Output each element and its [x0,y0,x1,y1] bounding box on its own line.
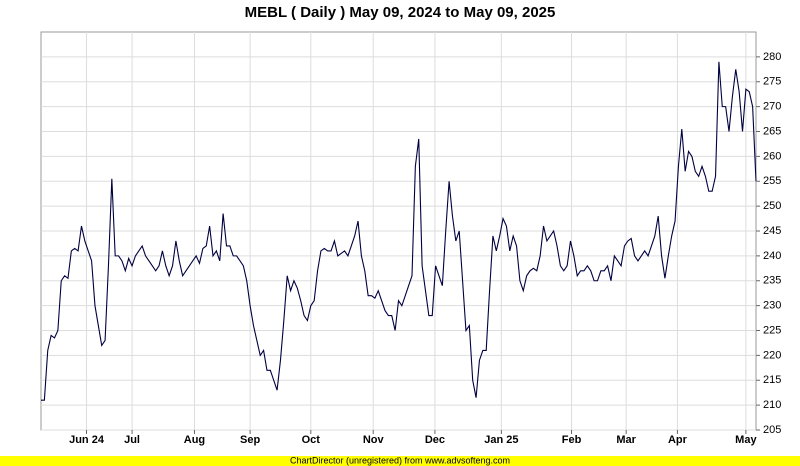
x-tick-label: Aug [184,434,205,446]
y-tick-label: 265 [763,125,781,137]
x-tick-label: Dec [425,434,445,446]
x-tick-label: Jun 24 [69,434,105,446]
y-tick-label: 230 [763,300,781,312]
x-tick-label: Mar [616,434,636,446]
y-tick-label: 275 [763,76,781,88]
x-tick-label: Oct [302,434,321,446]
y-tick-label: 240 [763,250,781,262]
x-tick-label: Nov [363,434,385,446]
y-tick-label: 255 [763,175,781,187]
y-tick-label: 205 [763,424,781,436]
x-tick-label: Jul [124,434,140,446]
y-tick-label: 220 [763,349,781,361]
y-tick-label: 270 [763,101,781,113]
x-tick-label: May [735,434,757,446]
y-tick-label: 215 [763,374,781,386]
y-tick-label: 225 [763,324,781,336]
y-tick-label: 250 [763,200,781,212]
chart-title: MEBL ( Daily ) May 09, 2024 to May 09, 2… [245,4,556,21]
y-tick-label: 260 [763,150,781,162]
y-tick-label: 210 [763,399,781,411]
footer: ChartDirector (unregistered) from www.ad… [290,455,510,465]
x-tick-label: Feb [562,434,582,446]
grid [41,32,756,431]
x-tick-label: Jan 25 [484,434,518,446]
y-tick-label: 280 [763,51,781,63]
x-tick-label: Sep [240,434,260,446]
footer-bar [0,456,800,466]
price-line [41,61,757,401]
y-tick-label: 235 [763,275,781,287]
y-tick-label: 245 [763,225,781,237]
marks [41,61,757,401]
x-tick-label: Apr [668,434,688,446]
